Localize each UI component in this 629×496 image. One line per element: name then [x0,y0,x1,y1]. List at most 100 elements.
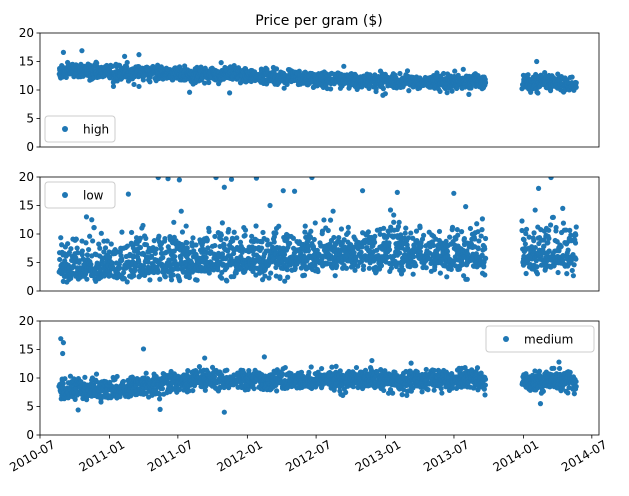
data-point [306,369,312,375]
data-point [407,264,413,270]
data-point [93,371,100,377]
data-point [431,387,437,393]
data-point [185,368,191,374]
data-point [260,229,266,236]
data-point [74,245,80,251]
data-point [157,396,163,402]
data-point [75,250,81,256]
data-point [205,245,211,251]
data-point [565,247,571,253]
data-point [264,237,270,243]
data-point [206,79,212,86]
data-point [334,263,340,269]
data-point [162,235,168,242]
data-point [573,84,579,90]
data-point [90,238,96,244]
outlier-point [267,202,273,209]
data-point [190,235,196,241]
data-point [98,393,104,399]
data-point [233,270,239,276]
data-point [96,241,102,247]
data-point [345,230,351,236]
data-point [523,226,530,232]
outlier-point [125,191,131,197]
data-point [262,273,268,279]
legend-marker [62,126,68,132]
data-point [312,220,318,226]
y-tick-label: 5 [26,256,34,270]
data-point [408,230,414,236]
data-point [569,74,575,80]
data-point [560,220,567,226]
data-point [336,234,342,241]
data-point [301,272,308,278]
data-point [333,363,339,369]
outlier-point [253,177,260,181]
data-point [410,254,417,260]
data-point [400,267,406,273]
y-tick-label: 10 [19,83,34,97]
data-point [343,265,350,271]
data-point [387,207,394,213]
points-medium [56,336,579,415]
data-point [140,77,146,83]
data-point [455,232,461,238]
data-point [553,224,559,231]
data-point [521,237,527,243]
data-point [451,190,457,196]
data-point [260,76,267,82]
data-point [152,250,158,256]
data-point [110,83,117,89]
data-point [423,366,429,373]
data-point [418,243,424,250]
data-point [85,246,92,253]
data-point [325,227,331,234]
data-point [550,214,556,220]
data-point [380,383,386,389]
data-point [417,225,423,231]
data-point [259,245,265,251]
data-point [465,251,471,257]
data-point [571,262,577,268]
data-point [186,274,192,281]
data-point [522,241,528,247]
data-point [162,274,169,280]
data-point [350,384,356,390]
data-point [305,243,311,249]
data-point [196,364,203,370]
data-point [479,216,485,222]
data-point [58,235,64,241]
data-point [273,230,279,236]
data-point [558,243,564,250]
data-point [331,234,337,241]
data-point [242,227,249,233]
data-point [287,240,293,246]
data-point [226,226,232,233]
data-point [531,238,537,244]
data-point [444,274,450,280]
data-point [219,220,225,226]
data-point [119,256,125,262]
data-point [358,249,364,255]
data-point [106,254,113,260]
data-point [338,226,345,232]
data-point [230,238,236,244]
data-point [104,238,110,244]
y-tick-label: 20 [19,170,34,184]
data-point [308,228,314,234]
data-point [437,88,443,95]
data-point [124,279,130,285]
data-point [147,277,153,283]
data-point [82,374,88,380]
data-point [186,388,192,394]
data-point [147,79,153,85]
data-point [341,237,347,243]
data-point [546,227,552,233]
data-point [332,273,338,279]
data-point [273,66,280,72]
data-point [321,217,327,223]
y-tick-label: 0 [26,140,34,154]
data-point [124,59,130,66]
data-point [546,235,552,242]
y-tick-label: 20 [19,26,34,40]
